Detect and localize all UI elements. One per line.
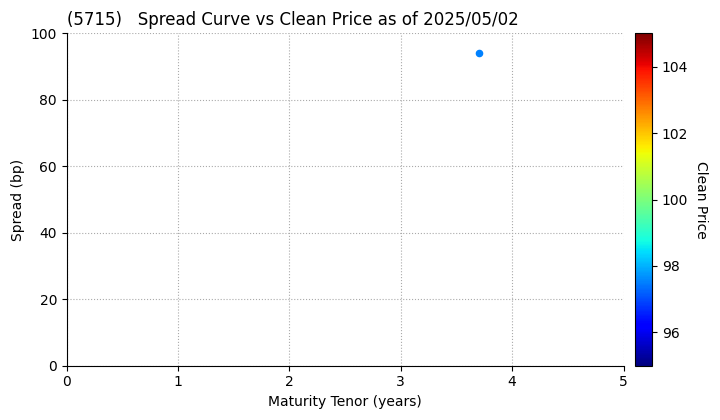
X-axis label: Maturity Tenor (years): Maturity Tenor (years) — [269, 395, 422, 409]
Point — [473, 50, 485, 57]
Y-axis label: Clean Price: Clean Price — [693, 161, 708, 239]
Text: (5715)   Spread Curve vs Clean Price as of 2025/05/02: (5715) Spread Curve vs Clean Price as of… — [67, 11, 518, 29]
Y-axis label: Spread (bp): Spread (bp) — [11, 158, 25, 241]
